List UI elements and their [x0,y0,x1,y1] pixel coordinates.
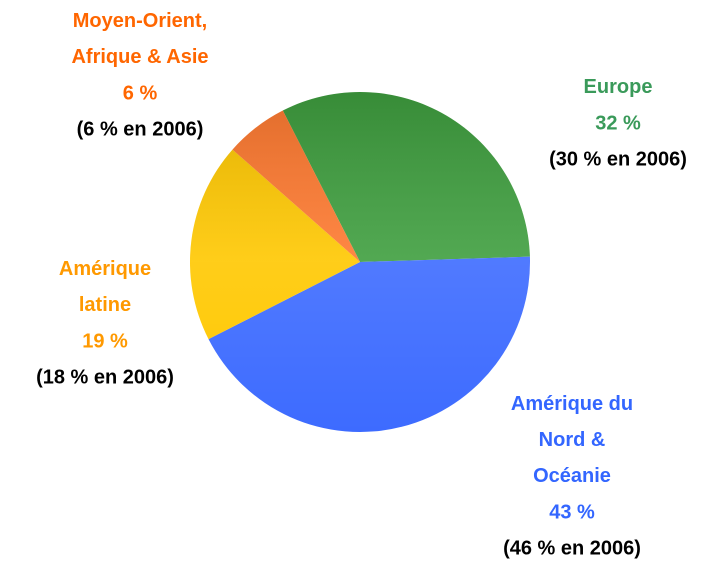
slice-label: Amérique du Nord & Océanie [511,393,633,487]
value-label: 43 % [549,501,595,523]
value-label: 19 % [82,330,128,352]
slice-label: Moyen-Orient, Afrique & Asie [71,10,208,68]
previous-label: (46 % en 2006) [503,537,641,559]
slice-label: Europe [584,76,653,98]
value-label: 6 % [123,82,158,104]
previous-label: (6 % en 2006) [77,118,204,140]
value-label: 32 % [595,112,641,134]
previous-label: (30 % en 2006) [549,148,687,170]
previous-label: (18 % en 2006) [36,366,174,388]
slice-label: Amérique latine [59,258,151,316]
